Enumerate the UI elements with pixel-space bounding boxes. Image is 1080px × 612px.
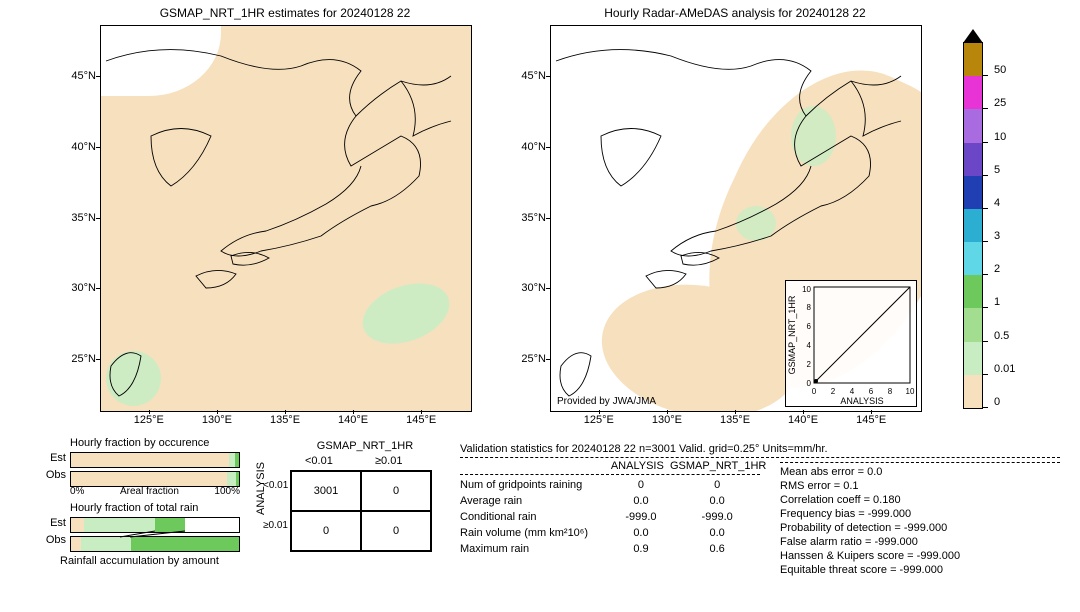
validation-stat: Probability of detection = -999.000	[780, 521, 1060, 535]
validation-stat: Correlation coeff = 0.180	[780, 493, 1060, 507]
left-map-title: GSMAP_NRT_1HR estimates for 20240128 22	[100, 6, 470, 20]
left-map-panel	[100, 25, 472, 412]
cont-col-header: GSMAP_NRT_1HR	[300, 440, 430, 452]
left-map-coastlines	[101, 26, 471, 411]
val-col-analysis: ANALYSIS	[605, 460, 670, 472]
occurrence-title: Hourly fraction by occurence	[70, 437, 209, 449]
occ-obs-label: Obs	[40, 469, 66, 481]
tr-est-label: Est	[40, 517, 66, 529]
validation-row: Num of gridpoints raining00	[460, 477, 760, 493]
validation-stat: False alarm ratio = -999.000	[780, 535, 1060, 549]
cont-cell-01: 0	[361, 471, 431, 511]
validation-header: Validation statistics for 20240128 22 n=…	[460, 443, 1060, 455]
svg-text:6: 6	[869, 387, 874, 396]
val-col-gsmap: GSMAP_NRT_1HR	[670, 460, 760, 472]
svg-text:10: 10	[802, 285, 811, 294]
validation-stat: Hanssen & Kuipers score = -999.000	[780, 549, 1060, 563]
colorbar: 00.010.512345102550	[963, 42, 983, 409]
cont-cell-00: 3001	[291, 471, 361, 511]
validation-stat: Frequency bias = -999.000	[780, 507, 1060, 521]
svg-text:2: 2	[807, 360, 812, 369]
scatter-xlabel: ANALYSIS	[840, 396, 883, 406]
tr-obs-bar	[70, 536, 240, 552]
validation-stat: Mean abs error = 0.0	[780, 465, 1060, 479]
svg-text:4: 4	[807, 341, 812, 350]
right-map-panel: Provided by JWA/JMA 0 2 4 6 8 10 0 2 4 6 8 10 AN…	[550, 25, 922, 412]
totalrain-title: Hourly fraction of total rain	[70, 502, 198, 514]
scatter-plot: 0 2 4 6 8 10 0 2 4 6 8 10 ANALYSIS GSMAP_NRT_1HR	[786, 281, 916, 406]
validation-row: Average rain0.00.0	[460, 493, 760, 509]
tr-obs-label: Obs	[40, 534, 66, 546]
occ-zero: 0%	[70, 486, 84, 497]
occ-areal: Areal fraction	[120, 486, 179, 497]
scatter-inset: 0 2 4 6 8 10 0 2 4 6 8 10 ANALYSIS GSMAP_NRT_1HR	[785, 280, 917, 407]
occ-est-label: Est	[40, 452, 66, 464]
totalrain-bars: Est Obs	[70, 517, 240, 552]
occ-hundred: 100%	[214, 486, 240, 497]
validation-row: Conditional rain-999.0-999.0	[460, 509, 760, 525]
validation-stat: RMS error = 0.1	[780, 479, 1060, 493]
cont-cell-11: 0	[361, 511, 431, 551]
cont-col-1: ≥0.01	[375, 455, 402, 467]
accum-label: Rainfall accumulation by amount	[60, 555, 219, 567]
svg-text:8: 8	[888, 387, 893, 396]
cont-cell-10: 0	[291, 511, 361, 551]
svg-text:4: 4	[850, 387, 855, 396]
cont-col-0: <0.01	[305, 455, 333, 467]
contingency-table: 3001 0 0 0	[290, 470, 432, 552]
svg-text:2: 2	[831, 387, 836, 396]
validation-row: Rain volume (mm km²10⁶)0.00.0	[460, 525, 760, 541]
svg-text:10: 10	[906, 387, 915, 396]
tr-est-bar	[70, 517, 240, 533]
occurrence-bars: Est Obs 0% Areal fraction 100%	[70, 452, 240, 487]
scatter-ylabel: GSMAP_NRT_1HR	[787, 295, 797, 374]
occ-obs-bar	[70, 471, 240, 487]
cont-row-1: ≥0.01	[263, 520, 288, 531]
validation-block: Validation statistics for 20240128 22 n=…	[460, 443, 1060, 577]
validation-stat: Equitable threat score = -999.000	[780, 563, 1060, 577]
svg-text:0: 0	[812, 387, 817, 396]
svg-text:6: 6	[807, 322, 812, 331]
svg-text:0: 0	[807, 379, 812, 388]
right-map-title: Hourly Radar-AMeDAS analysis for 2024012…	[550, 6, 920, 20]
svg-text:8: 8	[807, 303, 812, 312]
validation-row: Maximum rain0.90.6	[460, 541, 760, 557]
map-credit: Provided by JWA/JMA	[557, 396, 656, 407]
occ-est-bar	[70, 452, 240, 468]
cont-row-0: <0.01	[263, 480, 288, 491]
